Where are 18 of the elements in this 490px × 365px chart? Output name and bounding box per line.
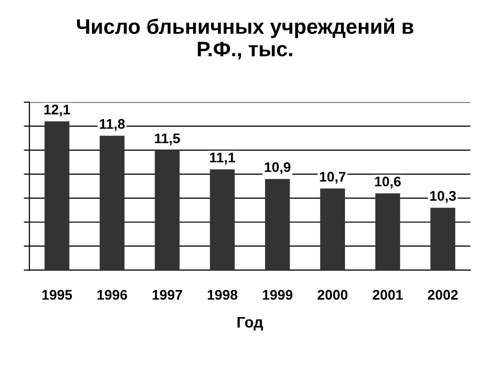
- chart-title: Число бльничных учреждений в Р.Ф., тыс.: [77, 18, 414, 60]
- data-label: 11,8: [100, 119, 125, 131]
- data-label: 10,7: [320, 172, 346, 184]
- x-tick-label: 2001: [372, 290, 403, 300]
- x-tick-label: 2000: [318, 290, 348, 300]
- data-label: 10,6: [375, 176, 401, 188]
- x-tick-label: 1997: [152, 290, 182, 300]
- data-label: 10,9: [264, 162, 290, 174]
- x-tick-label: 1996: [98, 290, 128, 300]
- x-tick-label: 2002: [428, 290, 458, 300]
- data-label: 11,5: [154, 134, 180, 146]
- x-tick-label: 1998: [208, 290, 238, 300]
- data-label: 10,3: [430, 190, 456, 203]
- data-label: 11,1: [210, 152, 236, 164]
- x-axis-title: Год: [238, 316, 263, 330]
- data-label: 12,1: [44, 104, 70, 116]
- x-tick-label: 1995: [42, 290, 72, 300]
- x-tick-label: 1999: [262, 290, 292, 300]
